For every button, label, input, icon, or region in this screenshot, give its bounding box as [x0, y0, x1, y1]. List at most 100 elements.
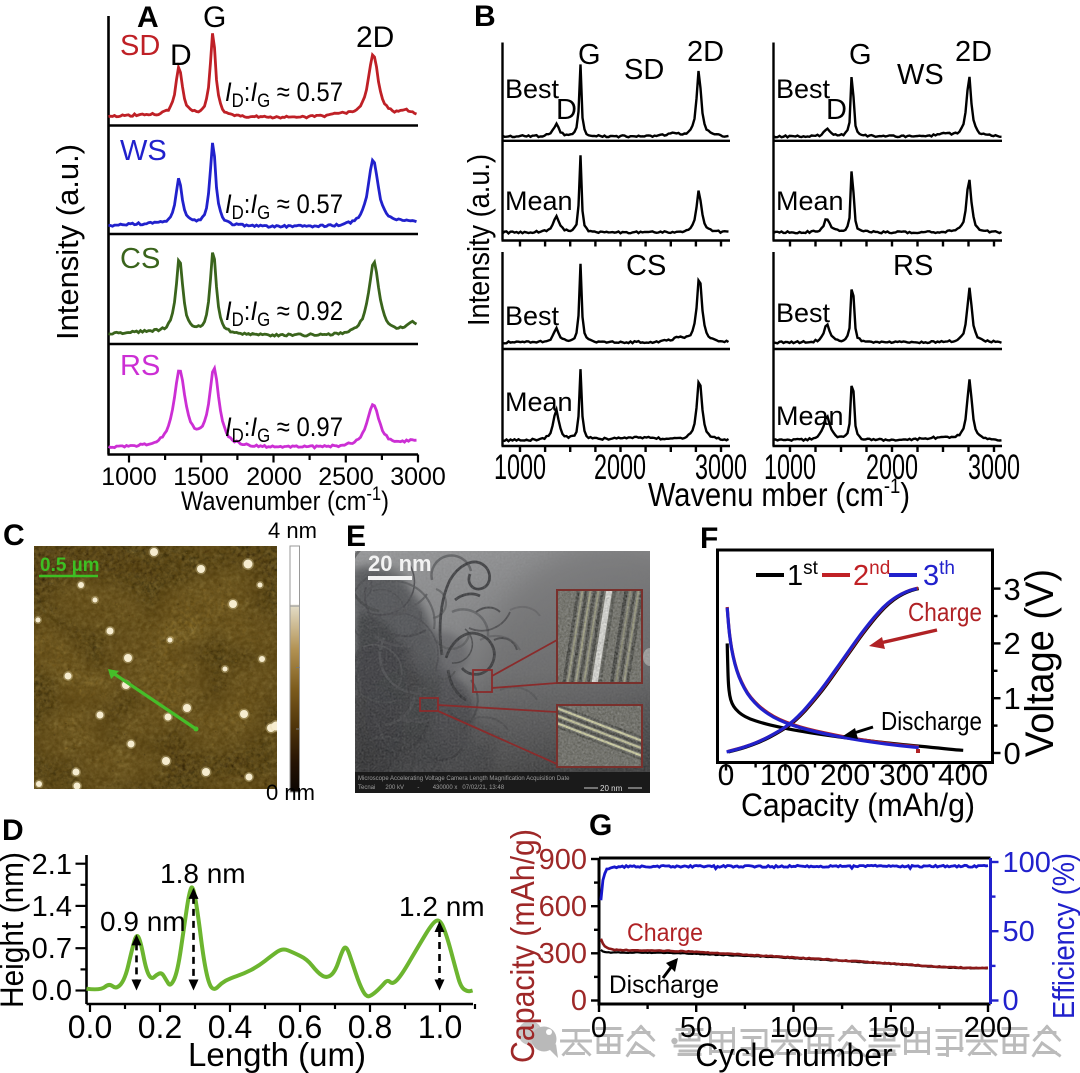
svg-text:SD: SD: [120, 30, 160, 62]
svg-text:0.6: 0.6: [278, 1009, 322, 1045]
svg-text:Intensity (a.u.): Intensity (a.u.): [461, 154, 496, 326]
svg-text:ID:IG ≈ 0.92: ID:IG ≈ 0.92: [225, 296, 343, 331]
svg-text:100: 100: [760, 759, 810, 792]
svg-text:Best: Best: [776, 74, 831, 104]
svg-text:400: 400: [938, 759, 988, 792]
svg-text:0.5 µm: 0.5 µm: [40, 555, 100, 576]
svg-text:Efficiency (%): Efficiency (%): [1046, 853, 1080, 1019]
svg-text:D: D: [170, 39, 192, 72]
svg-text:Capacity (mAh/g): Capacity (mAh/g): [741, 787, 975, 823]
svg-text:0.7: 0.7: [32, 933, 72, 965]
svg-text:0: 0: [571, 985, 587, 1017]
svg-text:2000: 2000: [246, 463, 302, 491]
svg-text:Charge: Charge: [627, 919, 703, 947]
svg-text:Best: Best: [505, 301, 560, 331]
svg-text:RS: RS: [893, 250, 933, 282]
svg-text:0.4: 0.4: [208, 1009, 252, 1045]
svg-text:0.0: 0.0: [68, 1009, 112, 1045]
svg-text:3000: 3000: [390, 463, 446, 491]
svg-text:D: D: [556, 94, 577, 126]
svg-text:A: A: [137, 1, 159, 34]
svg-text:3: 3: [1004, 572, 1021, 607]
svg-text:2000: 2000: [866, 448, 918, 487]
svg-text:Charge: Charge: [908, 597, 982, 627]
svg-text:Best: Best: [776, 298, 831, 328]
svg-text:0: 0: [1003, 985, 1019, 1017]
svg-text:100: 100: [1003, 847, 1051, 879]
svg-text:200: 200: [820, 759, 870, 792]
svg-text:1.4: 1.4: [32, 891, 72, 923]
svg-text:20 nm: 20 nm: [368, 551, 432, 576]
svg-text:0 nm: 0 nm: [266, 780, 315, 805]
svg-text:Mean: Mean: [505, 387, 573, 417]
svg-text:600: 600: [539, 891, 587, 923]
svg-text:CS: CS: [626, 250, 666, 282]
svg-text:3000: 3000: [968, 448, 1020, 487]
svg-text:0.9 nm: 0.9 nm: [100, 906, 186, 937]
svg-text:0.0: 0.0: [32, 975, 72, 1007]
svg-text:0: 0: [1004, 736, 1021, 771]
svg-text:Height (nm): Height (nm): [0, 852, 30, 1008]
svg-text:300: 300: [539, 938, 587, 970]
svg-text:100: 100: [770, 1012, 818, 1044]
svg-text:WS: WS: [897, 59, 944, 91]
svg-text:1.2 nm: 1.2 nm: [399, 891, 485, 922]
svg-text:Tecnai 200 kV -: Tecnai 200 kV - 430000 x 07/02/21, 13:48: [358, 785, 505, 791]
svg-text:Cycle number: Cycle number: [695, 1037, 893, 1073]
svg-text:0.8: 0.8: [348, 1009, 392, 1045]
svg-text:1.8 nm: 1.8 nm: [160, 858, 246, 889]
svg-text:1.0: 1.0: [418, 1009, 462, 1045]
svg-text:0.2: 0.2: [138, 1009, 182, 1045]
svg-text:D: D: [826, 94, 847, 126]
svg-text:2: 2: [1004, 626, 1021, 661]
svg-text:200: 200: [964, 1012, 1012, 1044]
svg-text:G: G: [589, 809, 612, 842]
svg-text:2D: 2D: [955, 36, 992, 68]
svg-text:E: E: [346, 520, 366, 553]
svg-text:2000: 2000: [594, 448, 646, 487]
svg-text:300: 300: [879, 759, 929, 792]
svg-text:0: 0: [591, 1012, 607, 1044]
svg-text:2D: 2D: [687, 36, 724, 68]
svg-text:50: 50: [680, 1012, 712, 1044]
svg-text:F: F: [700, 522, 718, 555]
svg-text:Mean: Mean: [505, 186, 573, 216]
svg-text:C: C: [3, 519, 25, 552]
svg-text:RS: RS: [120, 350, 160, 382]
svg-text:G: G: [203, 1, 226, 34]
svg-text:Voltage (V): Voltage (V): [1018, 569, 1062, 757]
svg-text:Length (um): Length (um): [188, 1036, 366, 1073]
svg-text:2.1: 2.1: [32, 849, 72, 881]
svg-text:CS: CS: [120, 243, 160, 275]
svg-text:Wavenumber (cm-1): Wavenumber (cm-1): [181, 484, 389, 516]
svg-text:Mean: Mean: [776, 401, 844, 431]
svg-text:Wavenu mber (cm-1): Wavenu mber (cm-1): [648, 475, 910, 513]
svg-text:G: G: [578, 39, 601, 71]
svg-text:Discharge: Discharge: [881, 706, 982, 736]
svg-text:ID:IG ≈ 0.57: ID:IG ≈ 0.57: [225, 77, 343, 112]
svg-text:0: 0: [718, 759, 735, 792]
svg-text:1500: 1500: [173, 463, 229, 491]
svg-text:2500: 2500: [318, 463, 374, 491]
svg-text:B: B: [474, 0, 496, 33]
svg-text:2D: 2D: [356, 21, 394, 54]
svg-text:1: 1: [1004, 681, 1021, 716]
svg-text:1st: 1st: [787, 558, 819, 592]
svg-text:Microscope Accelerating Voltag: Microscope Accelerating Voltage Camera L…: [358, 776, 570, 782]
svg-text:WS: WS: [120, 135, 167, 167]
svg-text:1000: 1000: [101, 463, 157, 491]
svg-text:20 nm: 20 nm: [600, 784, 623, 793]
svg-text:50: 50: [1003, 916, 1035, 948]
svg-text:150: 150: [867, 1012, 915, 1044]
svg-text:G: G: [849, 39, 872, 71]
svg-text:Mean: Mean: [776, 186, 844, 216]
svg-text:ID:IG ≈ 0.57: ID:IG ≈ 0.57: [225, 189, 343, 224]
svg-text:4 nm: 4 nm: [268, 518, 317, 543]
svg-text:ID:IG ≈ 0.97: ID:IG ≈ 0.97: [225, 412, 343, 447]
svg-text:Best: Best: [505, 74, 560, 104]
svg-text:D: D: [2, 814, 24, 847]
svg-text:3000: 3000: [695, 448, 747, 487]
svg-text:1000: 1000: [494, 448, 546, 487]
svg-text:1000: 1000: [764, 448, 816, 487]
svg-text:Intensity (a.u.): Intensity (a.u.): [50, 144, 85, 340]
